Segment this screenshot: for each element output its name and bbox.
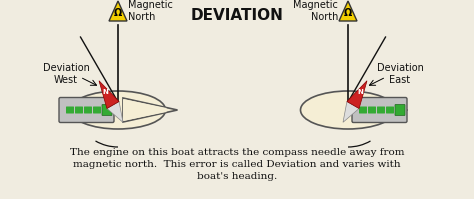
- FancyBboxPatch shape: [368, 106, 376, 113]
- Polygon shape: [353, 99, 396, 121]
- Text: Magnetic
North: Magnetic North: [293, 0, 338, 22]
- FancyBboxPatch shape: [75, 106, 83, 113]
- FancyBboxPatch shape: [377, 106, 385, 113]
- Text: DEVIATION: DEVIATION: [191, 8, 283, 23]
- Polygon shape: [339, 1, 357, 21]
- FancyBboxPatch shape: [386, 106, 394, 113]
- Text: The engine on this boat attracts the compass needle away from: The engine on this boat attracts the com…: [70, 148, 404, 157]
- Text: Deviation
East: Deviation East: [376, 63, 423, 85]
- Polygon shape: [109, 1, 127, 21]
- Text: Deviation
West: Deviation West: [43, 63, 90, 85]
- FancyBboxPatch shape: [93, 106, 101, 113]
- Polygon shape: [107, 101, 123, 122]
- Polygon shape: [99, 81, 119, 108]
- Polygon shape: [123, 99, 166, 121]
- Text: magnetic north.  This error is called Deviation and varies with: magnetic north. This error is called Dev…: [73, 160, 401, 169]
- Text: Ω: Ω: [344, 8, 352, 18]
- FancyBboxPatch shape: [59, 98, 114, 123]
- Ellipse shape: [71, 91, 165, 129]
- FancyBboxPatch shape: [359, 106, 367, 113]
- FancyBboxPatch shape: [352, 98, 407, 123]
- FancyBboxPatch shape: [102, 104, 112, 115]
- Polygon shape: [347, 81, 367, 108]
- Text: boat's heading.: boat's heading.: [197, 172, 277, 181]
- Polygon shape: [343, 101, 359, 122]
- FancyBboxPatch shape: [84, 106, 92, 113]
- Text: N: N: [102, 89, 108, 95]
- Text: N: N: [358, 89, 364, 95]
- FancyBboxPatch shape: [395, 104, 405, 115]
- Polygon shape: [353, 98, 408, 122]
- FancyBboxPatch shape: [66, 106, 74, 113]
- Polygon shape: [123, 98, 177, 122]
- Text: Ω: Ω: [114, 8, 122, 18]
- Text: Magnetic
North: Magnetic North: [128, 0, 173, 22]
- Ellipse shape: [301, 91, 395, 129]
